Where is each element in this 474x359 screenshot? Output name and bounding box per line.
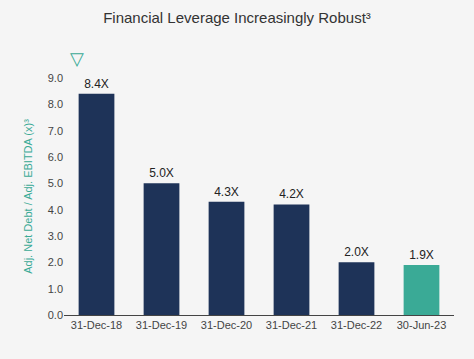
svg-text:2.0: 2.0 — [48, 256, 63, 268]
svg-text:4.0: 4.0 — [48, 204, 63, 216]
svg-text:31-Dec-21: 31-Dec-21 — [266, 319, 317, 331]
svg-text:0.0: 0.0 — [48, 309, 63, 321]
svg-text:▽: ▽ — [70, 49, 84, 69]
svg-text:5.0X: 5.0X — [149, 166, 174, 180]
svg-text:1.0: 1.0 — [48, 283, 63, 295]
svg-text:31-Dec-19: 31-Dec-19 — [136, 319, 187, 331]
svg-text:8.0: 8.0 — [48, 98, 63, 110]
svg-text:3.0: 3.0 — [48, 230, 63, 242]
svg-text:9.0: 9.0 — [48, 72, 63, 84]
svg-text:Adj. Net Debt / Adj. EBITDA (x: Adj. Net Debt / Adj. EBITDA (x)³ — [22, 119, 34, 274]
svg-text:4.2X: 4.2X — [279, 187, 304, 201]
svg-text:2.0X: 2.0X — [344, 245, 369, 259]
svg-text:31-Dec-18: 31-Dec-18 — [71, 319, 122, 331]
svg-text:8.4X: 8.4X — [84, 77, 109, 91]
svg-text:6.0: 6.0 — [48, 151, 63, 163]
svg-text:7.0: 7.0 — [48, 125, 63, 137]
svg-text:31-Dec-22: 31-Dec-22 — [331, 319, 382, 331]
svg-text:Financial Leverage Increasingl: Financial Leverage Increasingly Robust³ — [103, 9, 371, 26]
svg-text:31-Dec-20: 31-Dec-20 — [201, 319, 252, 331]
svg-text:1.9X: 1.9X — [409, 248, 434, 262]
svg-text:30-Jun-23: 30-Jun-23 — [397, 319, 447, 331]
svg-text:4.3X: 4.3X — [214, 185, 239, 199]
svg-text:5.0: 5.0 — [48, 177, 63, 189]
